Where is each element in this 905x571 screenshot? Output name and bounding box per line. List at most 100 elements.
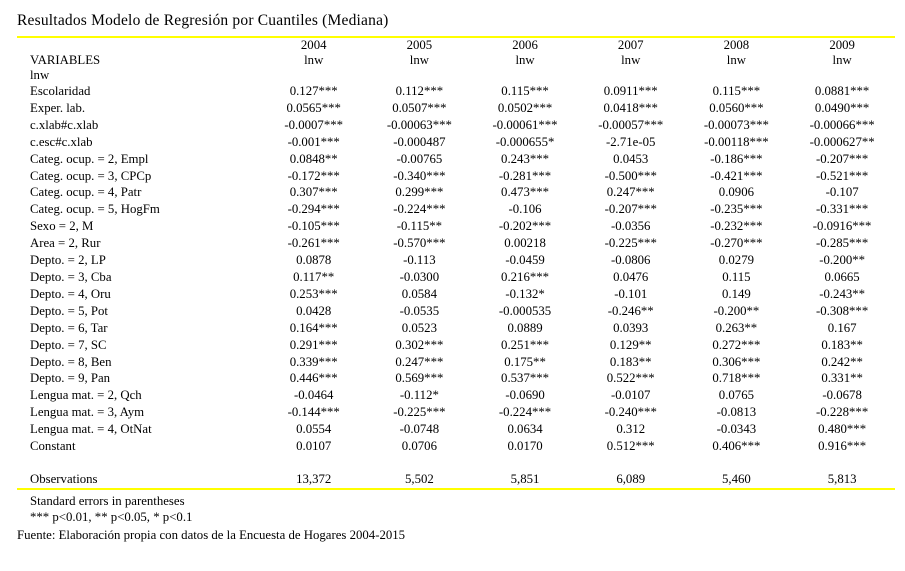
coefficient-cell: -0.308*** — [815, 303, 869, 318]
note-significance-levels: *** p<0.01, ** p<0.05, * p<0.1 — [30, 509, 193, 524]
coefficient-cell: 0.117** — [293, 269, 335, 284]
coefficient-cell: 0.512*** — [606, 439, 655, 454]
document-page: Resultados Modelo de Regresión por Cuant… — [17, 12, 895, 542]
coefficient-cell: 0.406*** — [712, 439, 761, 454]
coefficient-cell: -0.340*** — [393, 168, 446, 183]
row-label: Depto. = 5, Pot — [30, 303, 108, 318]
row-label: Exper. lab. — [30, 100, 86, 115]
row-label: Area = 2, Rur — [30, 236, 101, 251]
coefficient-cell: -0.0300 — [399, 269, 440, 284]
coefficient-cell: -0.115** — [396, 219, 443, 234]
coefficient-cell: 0.115*** — [501, 84, 549, 98]
coefficient-cell: -0.0535 — [399, 303, 440, 318]
row-label: Lengua mat. = 2, Qch — [30, 388, 142, 403]
coefficient-cell: -0.200** — [819, 253, 866, 268]
coefficient-cell: 0.0584 — [401, 286, 437, 301]
page-title: Resultados Modelo de Regresión por Cuant… — [17, 12, 389, 29]
group-label-row: lnw — [17, 68, 895, 83]
dep-var-header: lnw — [621, 53, 641, 67]
row-label: Escolaridad — [30, 84, 91, 98]
observations-value: 5,460 — [683, 470, 790, 490]
coefficient-cell: 0.306*** — [712, 354, 761, 369]
coefficient-cell: 0.0706 — [401, 439, 437, 454]
coefficient-cell: -0.228*** — [815, 405, 869, 420]
coefficient-cell: 0.0848** — [289, 151, 338, 166]
coefficient-cell: -0.00066*** — [809, 117, 875, 132]
coefficient-cell: -0.0690 — [505, 388, 545, 403]
year-header: 2006 — [472, 36, 578, 53]
table-row: Categ. ocup. = 4, Patr 0.307*** 0.299*** 0.… — [17, 184, 895, 201]
table-row: Escolaridad 0.127*** 0.112*** 0.115*** 0.091… — [17, 83, 895, 100]
coefficient-cell: 0.0878 — [296, 253, 332, 268]
coefficient-cell: 0.112*** — [395, 84, 444, 98]
coefficient-cell: -0.000655* — [495, 134, 555, 149]
coefficient-cell: -0.101 — [614, 286, 648, 301]
coefficient-cell: 0.307*** — [289, 185, 338, 200]
year-header: 2005 — [366, 36, 473, 53]
coefficient-cell: 0.312 — [616, 422, 646, 437]
dep-var-header: lnw — [304, 53, 324, 67]
coefficient-cell: -0.224*** — [393, 202, 446, 217]
row-label: Sexo = 2, M — [30, 219, 94, 234]
coefficient-cell: 0.0560*** — [709, 100, 764, 115]
coefficient-cell: 0.0554 — [296, 422, 332, 437]
coefficient-cell: 0.0476 — [613, 269, 649, 284]
coefficient-cell: -0.00061*** — [492, 117, 558, 132]
table-body: Escolaridad 0.127*** 0.112*** 0.115*** 0.091… — [17, 83, 895, 455]
observations-row: Observations 13,372 5,502 5,851 6,089 5,… — [17, 470, 895, 490]
coefficient-cell: 0.263** — [715, 320, 758, 335]
table-row: Exper. lab. 0.0565*** 0.0507*** 0.0502*** 0.… — [17, 100, 895, 117]
table-row: Depto. = 9, Pan 0.446*** 0.569*** 0.537*** 0… — [17, 370, 895, 387]
coefficient-cell: -0.225*** — [393, 405, 446, 420]
row-label: Depto. = 6, Tar — [30, 320, 108, 335]
coefficient-cell: 0.302*** — [395, 337, 444, 352]
coefficient-cell: -0.0464 — [293, 388, 334, 403]
coefficient-cell: -0.270*** — [710, 236, 763, 251]
coefficient-cell: -0.000487 — [393, 134, 446, 149]
table-row: c.xlab#c.xlab -0.0007*** -0.00063*** -0.000… — [17, 117, 895, 134]
source-line: Fuente: Elaboración propia con datos de … — [17, 527, 406, 542]
table-row: Depto. = 2, LP 0.0878 -0.113 -0.0459 -0.0806… — [17, 252, 895, 269]
coefficient-cell: 0.129** — [609, 337, 652, 352]
variables-header: VARIABLES — [30, 53, 101, 67]
coefficient-cell: 0.0418*** — [603, 100, 658, 115]
coefficient-cell: 0.0881*** — [814, 84, 870, 98]
coefficient-cell: -0.0459 — [505, 253, 545, 268]
row-label: Depto. = 8, Ben — [30, 354, 112, 369]
coefficient-cell: 0.446*** — [289, 371, 338, 386]
table-row: Depto. = 6, Tar 0.164*** 0.0523 0.0889 0.039… — [17, 320, 895, 337]
coefficient-cell: -0.132* — [505, 286, 545, 301]
table-row: Depto. = 4, Oru 0.253*** 0.0584 -0.132* -0.1… — [17, 286, 895, 303]
coefficient-cell: -0.105*** — [287, 219, 340, 234]
coefficient-cell: -0.0806 — [611, 253, 651, 268]
coefficient-cell: 0.115*** — [712, 84, 761, 98]
observations-value: 6,089 — [577, 470, 684, 490]
coefficient-cell: -0.144*** — [287, 405, 340, 420]
row-label: Categ. ocup. = 4, Patr — [30, 185, 142, 200]
row-label: Categ. ocup. = 3, CPCp — [30, 168, 152, 183]
year-header: 2009 — [789, 36, 895, 53]
dep-var-header: lnw — [832, 53, 852, 67]
observations-value: 5,851 — [472, 470, 578, 490]
coefficient-cell: -0.235*** — [710, 202, 763, 217]
coefficient-cell: 0.0911*** — [603, 84, 658, 98]
coefficient-cell: -0.0356 — [611, 219, 651, 234]
year-header: 2007 — [577, 36, 684, 53]
year-header: 2008 — [683, 36, 790, 53]
coefficient-cell: 0.473*** — [501, 185, 550, 200]
coefficient-cell: 0.480*** — [818, 422, 867, 437]
coefficient-cell: -0.000627** — [809, 134, 875, 149]
coefficient-cell: -0.0748 — [399, 422, 440, 437]
coefficient-cell: 0.339*** — [289, 354, 338, 369]
coefficient-cell: 0.0634 — [507, 422, 543, 437]
coefficient-cell: 0.522*** — [606, 371, 655, 386]
coefficient-cell: -0.225*** — [604, 236, 657, 251]
table-row: Lengua mat. = 4, OtNat 0.0554 -0.0748 0.063… — [17, 421, 895, 438]
row-label: Depto. = 3, Cba — [30, 269, 112, 284]
coefficient-cell: 0.216*** — [501, 269, 550, 284]
coefficient-cell: 0.164*** — [289, 320, 338, 335]
coefficient-cell: -0.186*** — [710, 151, 763, 166]
coefficient-cell: 0.0765 — [718, 388, 754, 403]
coefficient-cell: 0.183** — [609, 354, 652, 369]
coefficient-cell: -0.106 — [508, 202, 542, 217]
